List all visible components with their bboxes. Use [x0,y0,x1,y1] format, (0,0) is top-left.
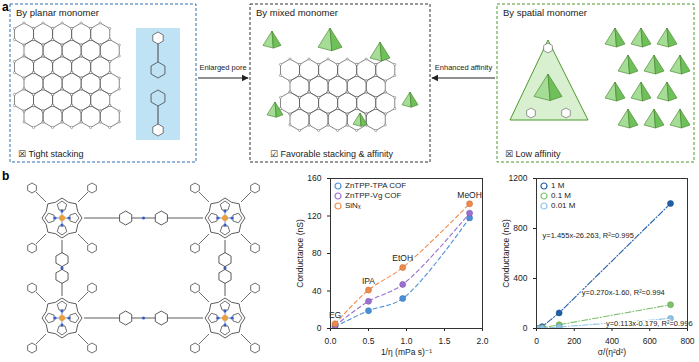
svg-text:Enhanced affinity: Enhanced affinity [435,63,493,72]
svg-text:120: 120 [307,211,321,221]
svg-text:☒ Low affinity: ☒ Low affinity [505,149,561,159]
html-text:ZnTPP-Vg COF: ZnTPP-Vg COF [345,191,402,200]
svg-text:400: 400 [605,336,619,346]
svg-text:1/η (mPa s)⁻¹: 1/η (mPa s)⁻¹ [381,347,432,357]
svg-text:2.0: 2.0 [477,336,489,346]
svg-text:160: 160 [307,173,321,183]
svg-text:By mixed monomer: By mixed monomer [256,7,338,18]
svg-text:By planar monomer: By planar monomer [16,7,99,18]
svg-text:40: 40 [312,286,322,296]
svg-text:Enlarged pore: Enlarged pore [199,63,246,72]
svg-text:☒ Tight stacking: ☒ Tight stacking [18,149,84,159]
svg-text:1200: 1200 [509,173,528,183]
svg-text:EG: EG [328,309,342,320]
svg-text:600: 600 [643,336,657,346]
svg-text:200: 200 [567,336,581,346]
html-text:0.01 M: 0.01 M [551,201,576,210]
svg-text:b: b [2,169,9,183]
svg-text:400: 400 [513,273,527,283]
svg-text:EtOH: EtOH [392,253,413,263]
svg-text:By spatial monomer: By spatial monomer [503,7,587,18]
html-text:1 M: 1 M [551,181,565,190]
svg-text:1.5: 1.5 [439,336,451,346]
svg-text:1.0: 1.0 [401,336,413,346]
svg-text:☑ Favorable stacking & affinit: ☑ Favorable stacking & affinity [270,149,393,159]
svg-text:0.5: 0.5 [363,336,375,346]
html-text:0.1 M: 0.1 M [551,191,571,200]
svg-text:80: 80 [312,248,322,258]
html-text:SiNₓ: SiNₓ [345,201,361,210]
svg-text:a: a [2,0,9,14]
svg-text:y=0.113x-0.179, R²=0.996: y=0.113x-0.179, R²=0.996 [606,319,693,328]
svg-text:IPA: IPA [362,276,375,286]
svg-text:800: 800 [513,223,527,233]
svg-text:Conductance (nS): Conductance (nS) [501,219,511,288]
svg-text:MeOH: MeOH [457,190,482,200]
svg-text:0: 0 [317,323,322,333]
svg-text:0: 0 [534,336,539,346]
html-text:ZnTPP-TPA COF: ZnTPP-TPA COF [345,181,407,190]
svg-text:Conductance (nS): Conductance (nS) [295,219,305,288]
svg-text:σ/(η²d²): σ/(η²d²) [598,347,627,357]
svg-text:0.0: 0.0 [325,336,337,346]
svg-text:0: 0 [523,323,528,333]
svg-text:800: 800 [680,336,694,346]
svg-text:y=1.455x-26.263, R²=0.995: y=1.455x-26.263, R²=0.995 [543,231,634,240]
svg-text:y=0.270x-1.60, R²=0.994: y=0.270x-1.60, R²=0.994 [582,288,665,297]
